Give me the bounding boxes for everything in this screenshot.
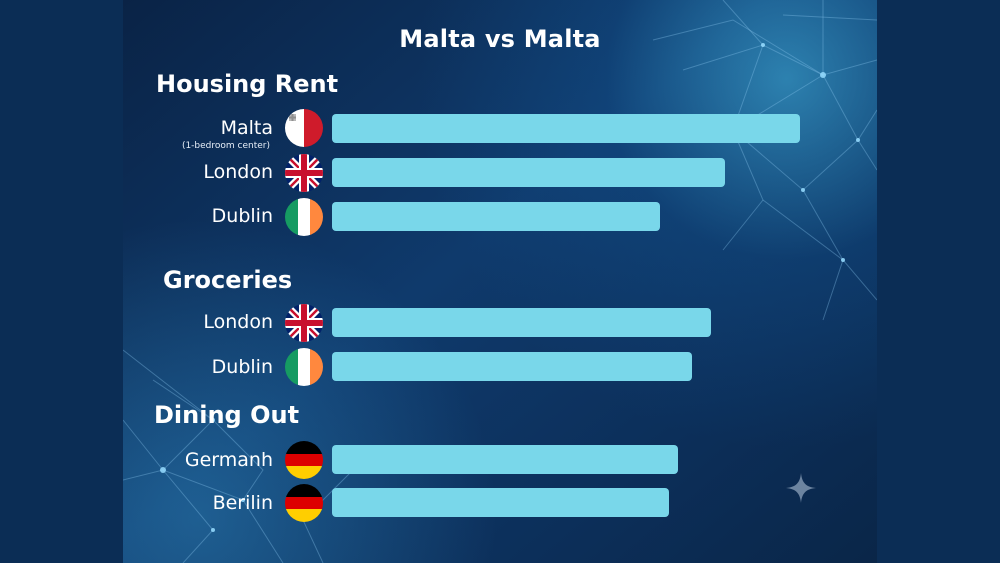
sparkle-icon	[786, 473, 816, 503]
germany-flag-icon	[285, 484, 323, 522]
chart-panel: Malta vs Malta Housing Rent Groceries Di…	[123, 0, 877, 563]
row-label-dublin-groceries: Dublin	[211, 356, 273, 378]
section-dining-out: Dining Out	[154, 401, 300, 429]
bar-berilin-dining	[332, 488, 669, 517]
section-groceries: Groceries	[163, 266, 293, 294]
bar-dublin-housing	[332, 202, 660, 231]
row-label-germanh: Germanh	[184, 449, 273, 471]
ireland-flag-icon	[285, 348, 323, 386]
row-label-dublin: Dublin	[211, 205, 273, 227]
bar-london-housing	[332, 158, 725, 187]
germany-flag-icon	[285, 441, 323, 479]
row-label-malta: Malta	[220, 117, 273, 139]
bar-dublin-groceries	[332, 352, 692, 381]
malta-flag-icon	[285, 109, 323, 147]
bar-london-groceries	[332, 308, 711, 337]
row-label-berilin: Berilin	[212, 492, 273, 514]
row-label-london-groceries: London	[203, 311, 273, 333]
chart-title: Malta vs Malta	[399, 25, 601, 53]
ireland-flag-icon	[285, 198, 323, 236]
uk-flag-icon	[285, 154, 323, 192]
bar-germanh-dining	[332, 445, 678, 474]
bar-malta-housing	[332, 114, 800, 143]
row-sublabel-malta: (1-bedroom center)	[181, 141, 270, 151]
section-housing-rent: Housing Rent	[156, 70, 339, 98]
uk-flag-icon	[285, 304, 323, 342]
row-label-london: London	[203, 161, 273, 183]
